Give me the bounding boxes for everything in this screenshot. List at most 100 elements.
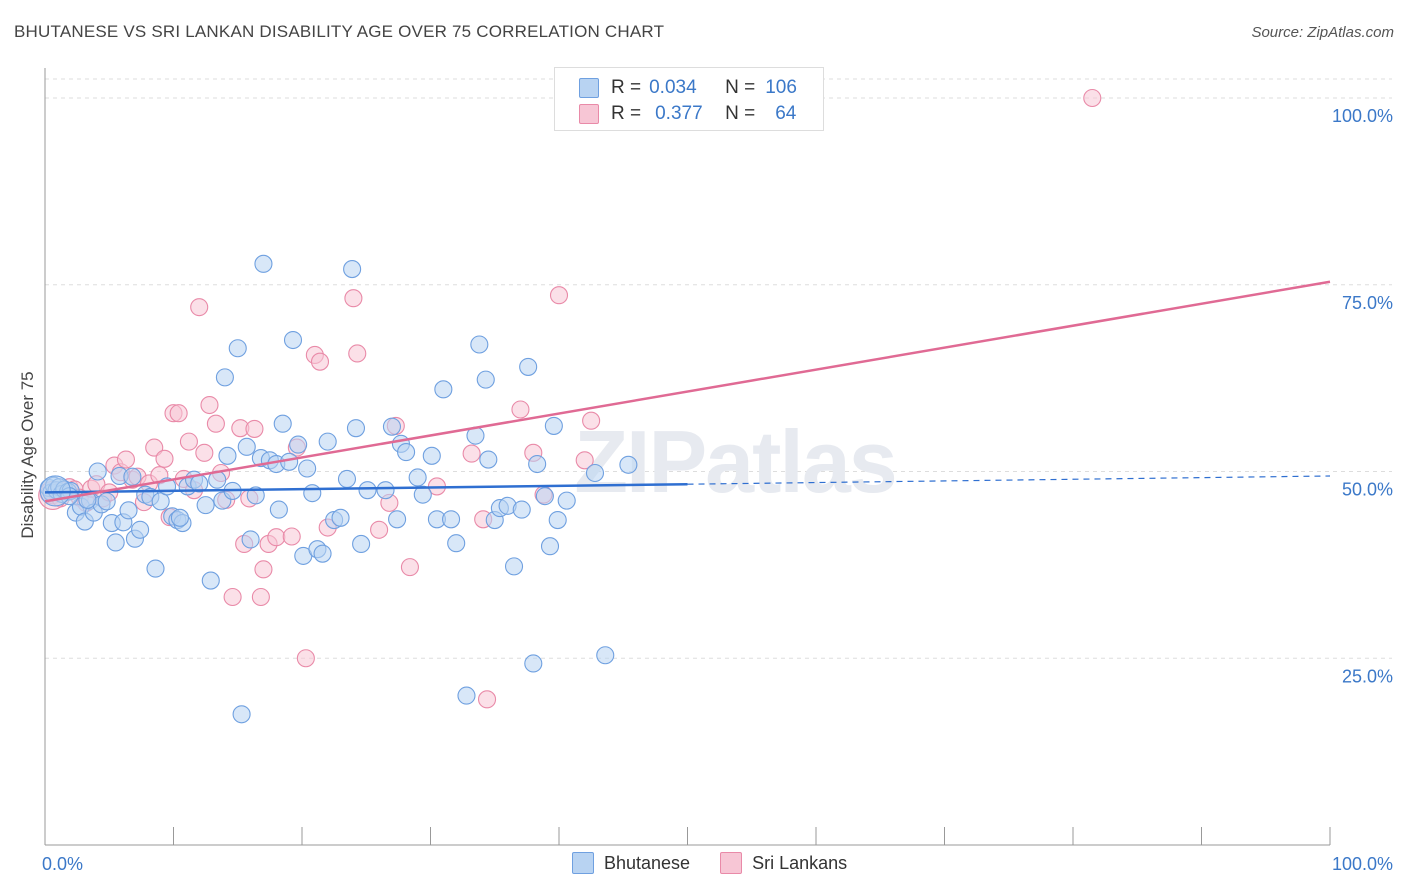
x-tick-labels: 0.0% 100.0% [42, 854, 1393, 874]
point-sri-lankans [310, 352, 330, 371]
point-bhutanese [215, 368, 234, 387]
point-bhutanese [241, 530, 260, 549]
point-bhutanese [106, 533, 125, 552]
point-bhutanese [540, 537, 560, 556]
point-bhutanese [548, 511, 567, 530]
point-bhutanese [479, 450, 498, 469]
point-bhutanese [528, 454, 547, 474]
point-bhutanese [470, 335, 489, 354]
y-tick-label: 75.0% [1342, 293, 1393, 313]
n-label: N = [725, 103, 756, 124]
point-bhutanese [544, 416, 563, 435]
point-bhutanese [337, 469, 357, 489]
x-tick-label: 0.0% [42, 854, 83, 874]
point-bhutanese [151, 492, 170, 511]
point-sri-lankans [400, 558, 419, 577]
trend-line-bhutanese-extension [687, 475, 1331, 485]
point-bhutanese [388, 510, 407, 529]
point-bhutanese [298, 459, 317, 478]
point-bhutanese [447, 534, 466, 553]
r-label: R = [611, 103, 642, 124]
point-bhutanese [97, 492, 116, 511]
point-sri-lankans [575, 451, 594, 470]
point-bhutanese [519, 357, 538, 376]
legend-label: Sri Lankans [752, 852, 848, 873]
point-bhutanese [131, 520, 150, 539]
x-tick-label: 100.0% [1332, 854, 1393, 874]
point-bhutanese [619, 455, 638, 474]
point-bhutanese [303, 484, 322, 503]
point-bhutanese [146, 559, 165, 578]
point-bhutanese [524, 654, 543, 673]
legend-swatch-pink [579, 104, 599, 124]
y-tick-label: 50.0% [1342, 480, 1393, 500]
point-bhutanese [273, 414, 292, 433]
point-bhutanese [283, 330, 303, 350]
point-bhutanese [318, 432, 337, 451]
point-sri-lankans [200, 395, 219, 415]
point-bhutanese [434, 380, 453, 399]
series-legend: Bhutanese Sri Lankans [572, 852, 877, 874]
gridlines [45, 78, 1392, 659]
point-bhutanese [218, 446, 237, 465]
point-bhutanese [313, 544, 332, 563]
point-bhutanese [535, 487, 554, 506]
legend-label: Bhutanese [604, 852, 691, 873]
point-sri-lankans [195, 443, 214, 462]
legend-row-bhutanese: R = 0.034 N = 106 [579, 75, 797, 101]
point-bhutanese [358, 481, 377, 500]
point-bhutanese [557, 491, 576, 510]
point-bhutanese [504, 557, 524, 576]
n-value: 64 [775, 103, 797, 124]
legend-row-sri-lankans: R = 0.377 N = 64 [579, 101, 796, 127]
point-sri-lankans [267, 528, 286, 547]
point-sri-lankans [477, 690, 497, 709]
point-bhutanese [232, 705, 251, 724]
point-sri-lankans [282, 527, 301, 546]
point-sri-lankans [254, 560, 273, 579]
legend-item-bhutanese[interactable]: Bhutanese [572, 852, 690, 874]
r-value: 0.377 [655, 103, 703, 124]
point-bhutanese [346, 419, 366, 438]
point-bhutanese [88, 462, 107, 481]
point-bhutanese [201, 571, 220, 590]
point-bhutanese [123, 467, 142, 486]
y-axis-label: Disability Age Over 75 [18, 371, 37, 539]
point-bhutanese [408, 468, 427, 487]
point-sri-lankans [582, 411, 601, 430]
point-sri-lankans [206, 414, 225, 433]
point-bhutanese [289, 435, 308, 454]
point-sri-lankans [296, 649, 315, 668]
point-bhutanese [457, 686, 476, 705]
point-sri-lankans [511, 400, 530, 419]
trend-lines [44, 280, 1331, 503]
point-bhutanese [352, 534, 371, 554]
point-sri-lankans [462, 444, 481, 463]
point-bhutanese [343, 260, 362, 279]
point-sri-lankans [370, 520, 389, 539]
point-sri-lankans [145, 438, 164, 457]
point-sri-lankans [190, 298, 209, 317]
source-label: Source: ZipAtlas.com [1251, 24, 1394, 41]
legend-item-sri-lankans[interactable]: Sri Lankans [720, 852, 847, 874]
n-label: N = [725, 77, 756, 98]
r-value: 0.034 [649, 77, 697, 98]
point-bhutanese [442, 510, 461, 529]
point-sri-lankans [155, 449, 174, 468]
point-bhutanese [382, 417, 402, 436]
point-bhutanese [512, 500, 531, 519]
chart-title: BHUTANESE VS SRI LANKAN DISABILITY AGE O… [14, 22, 665, 41]
point-bhutanese [596, 646, 615, 665]
point-bhutanese [269, 500, 288, 519]
point-bhutanese [254, 254, 273, 273]
point-bhutanese [196, 496, 215, 515]
point-bhutanese [422, 446, 441, 465]
axes [44, 68, 1331, 846]
point-sri-lankans [223, 587, 242, 607]
trend-line-sri-lankans [44, 280, 1331, 503]
trend-line-bhutanese [44, 482, 688, 494]
point-sri-lankans [251, 587, 270, 607]
y-tick-label: 25.0% [1342, 666, 1393, 686]
correlation-legend: R = 0.034 N = 106 R = 0.377 N = 64 [554, 67, 824, 131]
